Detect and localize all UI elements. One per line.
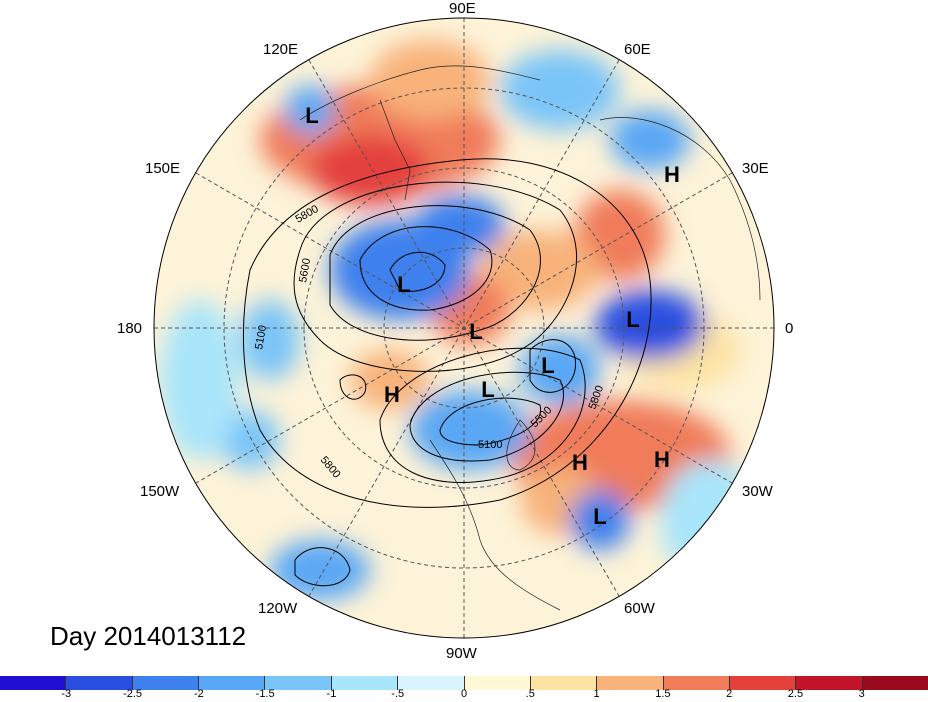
low-marker: L	[305, 103, 319, 128]
colorbar-swatch	[132, 676, 200, 690]
colorbar-swatch	[331, 676, 399, 690]
colorbar-tick-label: 3	[858, 688, 865, 700]
contour-label: 5100	[253, 324, 269, 350]
lon-label-150e: 150E	[145, 160, 181, 177]
high-marker: H	[572, 450, 588, 475]
colorbar-tick-label: 2.5	[787, 688, 804, 700]
lon-label-180: 180	[117, 320, 143, 337]
colorbar-tick-label: 1.5	[655, 688, 671, 700]
colorbar-tick-label: .5	[525, 688, 535, 700]
polar-map: 5800 5600 5100 5500 5800 5100 5800	[153, 17, 775, 639]
colorbar-swatch	[862, 676, 928, 690]
high-marker: H	[664, 162, 680, 187]
colorbar-tick-label: -1.5	[255, 688, 275, 700]
lon-label-0: 0	[785, 320, 794, 337]
colorbar	[0, 676, 928, 690]
colorbar-swatch	[530, 676, 598, 690]
low-marker: L	[541, 353, 555, 378]
colorbar-swatch	[663, 676, 730, 690]
lon-label-120w: 120W	[258, 600, 298, 617]
contour-label: 5600	[297, 257, 313, 283]
colorbar-tick-label: 2	[726, 688, 733, 700]
colorbar-swatch	[464, 676, 531, 690]
colorbar-tick-label: 1	[593, 688, 600, 700]
lon-label-30w: 30W	[742, 483, 773, 500]
colorbar-tick-label: -1	[326, 688, 337, 700]
lon-label-60e: 60E	[624, 41, 651, 58]
colorbar-swatch	[66, 676, 133, 690]
colorbar-swatch	[796, 676, 863, 690]
lon-label-120e: 120E	[263, 41, 299, 58]
lon-label-30e: 30E	[742, 160, 769, 177]
low-marker: L	[397, 272, 411, 297]
lon-label-90w: 90W	[446, 645, 477, 662]
colorbar-swatch	[729, 676, 797, 690]
high-marker: H	[654, 447, 670, 472]
colorbar-swatch	[398, 676, 465, 690]
low-marker: L	[593, 504, 607, 529]
colorbar-tick-label: -2	[193, 688, 204, 700]
contour-label: 5100	[478, 439, 502, 451]
colorbar-tick-label: -2.5	[123, 688, 143, 700]
colorbar-tick-label: -.5	[391, 688, 405, 700]
day-label: Day 2014013112	[50, 621, 247, 651]
low-marker: L	[626, 307, 640, 332]
colorbar-swatch	[0, 676, 67, 690]
colorbar-swatch	[199, 676, 266, 690]
colorbar-swatch	[597, 676, 664, 690]
colorbar-tick-label: -3	[61, 688, 72, 700]
colorbar-tick-label: 0	[460, 688, 468, 700]
lon-label-90e: 90E	[449, 0, 476, 17]
lon-label-150w: 150W	[140, 483, 180, 500]
low-marker: L	[469, 319, 483, 344]
high-marker: H	[384, 382, 400, 407]
low-marker: L	[481, 377, 495, 402]
colorbar-swatch	[265, 676, 332, 690]
lon-label-60w: 60W	[624, 600, 655, 617]
